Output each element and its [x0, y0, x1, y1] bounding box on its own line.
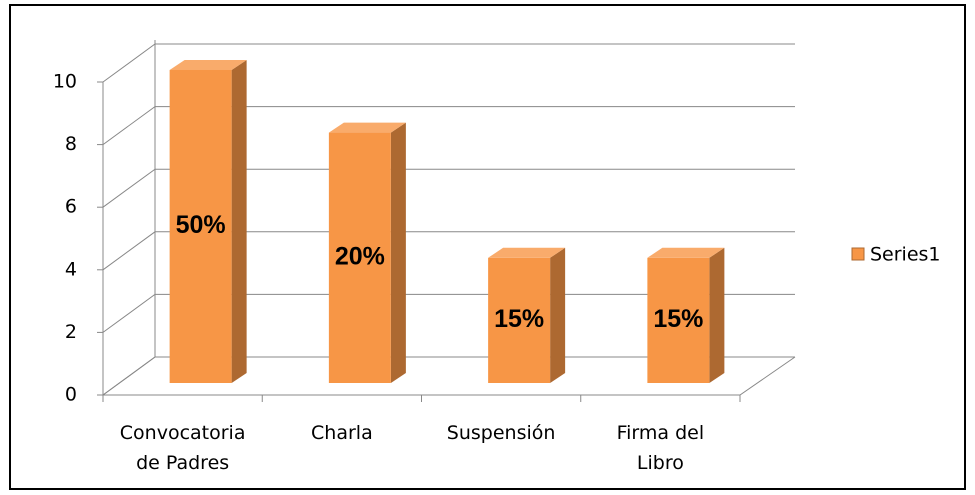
x-tick-label: Suspensión: [447, 422, 556, 444]
data-label: 20%: [335, 242, 385, 270]
bar-front: [169, 70, 232, 383]
bar-front: [647, 257, 710, 383]
x-tick-label: Convocatoria de Padres: [120, 422, 246, 474]
chart-border: [9, 4, 966, 490]
x-tick-line: Suspensión: [447, 422, 556, 444]
data-label: 50%: [176, 211, 226, 239]
y-tick-label: 8: [65, 133, 77, 155]
x-tick-label: Firma del Libro: [617, 422, 705, 474]
x-tick-line: Libro: [637, 452, 684, 474]
x-tick-line: Convocatoria: [120, 422, 246, 444]
bar-side: [550, 247, 566, 383]
grid-line: [102, 106, 795, 146]
bar-front: [488, 257, 551, 383]
bar-side: [231, 60, 247, 383]
x-tick-line: de Padres: [136, 452, 229, 474]
bar-top: [488, 247, 566, 258]
legend-label: Series1: [870, 244, 941, 266]
bar-top: [647, 247, 725, 258]
bar: [488, 247, 566, 383]
bar: [647, 247, 725, 383]
grid-line: [102, 293, 795, 333]
grid-line: [102, 43, 795, 83]
y-tick-label: 10: [53, 71, 77, 93]
legend-swatch: [851, 247, 865, 261]
grid-line: [102, 168, 795, 208]
data-label: 15%: [653, 305, 703, 333]
data-label: 15%: [494, 305, 544, 333]
y-tick-label: 4: [65, 258, 77, 280]
y-tick-label: 0: [65, 384, 77, 406]
x-tick-line: Charla: [311, 422, 373, 444]
bar-front: [328, 132, 391, 383]
bar-side: [390, 122, 406, 383]
bar-top: [169, 60, 247, 70]
x-tick-label: Charla: [311, 422, 373, 444]
grid-line: [102, 356, 795, 396]
bar: [328, 122, 406, 383]
bar-top: [328, 122, 406, 133]
bar: [169, 60, 247, 383]
grid-line: [102, 231, 795, 271]
y-tick-label: 2: [65, 321, 77, 343]
y-tick-label: 6: [65, 196, 77, 218]
x-tick-line: Firma del: [617, 422, 705, 444]
bar-side: [709, 247, 725, 383]
